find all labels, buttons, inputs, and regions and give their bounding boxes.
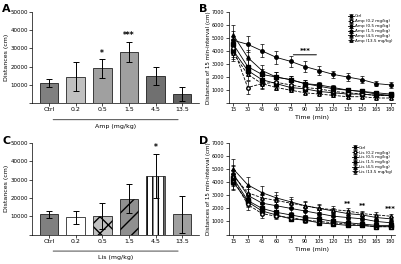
X-axis label: Time (min): Time (min) xyxy=(295,247,329,252)
Bar xyxy=(93,216,111,234)
Text: *: * xyxy=(274,55,278,61)
X-axis label: Lis (mg/kg): Lis (mg/kg) xyxy=(98,255,133,260)
Bar xyxy=(40,83,59,103)
Text: ***: *** xyxy=(385,206,396,212)
Bar xyxy=(93,68,111,103)
Y-axis label: Distances of 15 min-interval (cm): Distances of 15 min-interval (cm) xyxy=(206,11,211,104)
X-axis label: Amp (mg/kg): Amp (mg/kg) xyxy=(95,124,136,129)
Text: *: * xyxy=(154,143,158,152)
Bar xyxy=(67,77,85,103)
Bar xyxy=(146,76,165,103)
Text: ***: *** xyxy=(123,31,135,40)
Text: A: A xyxy=(2,4,11,14)
Bar xyxy=(173,94,191,103)
Bar xyxy=(173,214,191,234)
Y-axis label: Distances (cm): Distances (cm) xyxy=(4,165,9,212)
Text: ***: *** xyxy=(300,48,310,54)
Text: D: D xyxy=(198,135,208,145)
Text: B: B xyxy=(198,4,207,14)
Text: **: ** xyxy=(358,203,366,209)
Legend: Ctrl, Lis (0.2 mg/kg), Lis (0.5 mg/kg), Lis (1.5 mg/kg), Lis (4.5 mg/kg), Lis (1: Ctrl, Lis (0.2 mg/kg), Lis (0.5 mg/kg), … xyxy=(351,145,393,175)
X-axis label: Time (min): Time (min) xyxy=(295,115,329,120)
Bar xyxy=(146,176,165,234)
Bar xyxy=(119,52,138,103)
Text: C: C xyxy=(2,135,10,145)
Bar xyxy=(67,217,85,234)
Bar xyxy=(40,214,59,234)
Y-axis label: Distances of 15 min-interval (cm): Distances of 15 min-interval (cm) xyxy=(206,142,211,235)
Legend: Ctrl, Amp (0.2 mg/kg), Amp (0.5 mg/kg), Amp (1.5 mg/kg), Amp (4.5 mg/kg), Amp (1: Ctrl, Amp (0.2 mg/kg), Amp (0.5 mg/kg), … xyxy=(347,14,393,44)
Bar xyxy=(119,199,138,234)
Text: *: * xyxy=(100,49,104,58)
Y-axis label: Distances (cm): Distances (cm) xyxy=(4,34,9,81)
Text: **: ** xyxy=(344,201,351,207)
